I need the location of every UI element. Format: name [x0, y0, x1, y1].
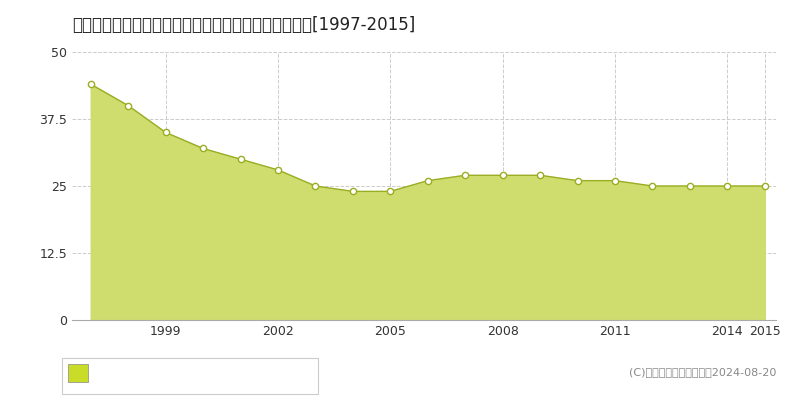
- Text: 茨城県つくば市西郷２５番５　基準地価格　地価推移[1997-2015]: 茨城県つくば市西郷２５番５ 基準地価格 地価推移[1997-2015]: [72, 16, 415, 34]
- Text: 基準地価格　平均坪単価(万円/坪): 基準地価格 平均坪単価(万円/坪): [92, 366, 211, 378]
- Text: (C)土地価格ドットコム　2024-08-20: (C)土地価格ドットコム 2024-08-20: [629, 367, 776, 377]
